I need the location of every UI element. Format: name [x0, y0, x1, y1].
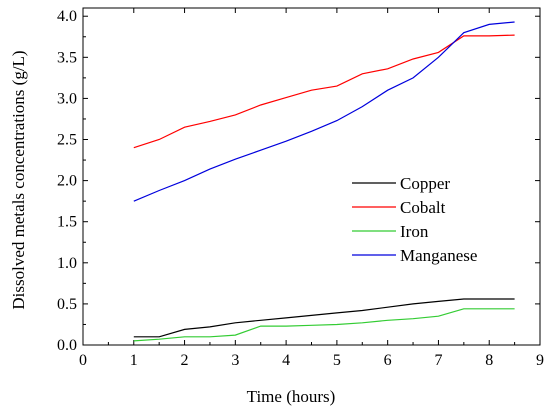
y-axis-title: Dissolved metals concentrations (g/L) [9, 50, 28, 309]
x-tick-label: 5 [333, 352, 341, 369]
plot-frame [82, 7, 541, 346]
x-tick-label: 2 [181, 352, 189, 369]
y-tick-label: 1.0 [57, 255, 77, 272]
legend-label-cobalt: Cobalt [400, 198, 446, 217]
y-tick-label: 0.5 [57, 296, 77, 313]
x-tick-label: 7 [434, 352, 442, 369]
y-tick-label: 1.5 [57, 214, 77, 231]
legend: Copper Cobalt Iron Manganese [352, 174, 477, 265]
x-tick-label: 1 [130, 352, 138, 369]
legend-label-copper: Copper [400, 174, 450, 193]
series-line-iron [133, 308, 515, 342]
x-tick-label: 8 [485, 352, 493, 369]
series-line-manganese [133, 21, 515, 202]
x-axis-title: Time (hours) [247, 387, 336, 406]
series-lines [133, 21, 515, 342]
series-line-copper [133, 298, 515, 338]
y-tick-label: 4.0 [57, 8, 77, 25]
x-tick-label: 4 [282, 352, 290, 369]
x-tick-label: 6 [384, 352, 392, 369]
y-tick-label: 3.0 [57, 90, 77, 107]
y-tick-label: 2.0 [57, 173, 77, 190]
series-line-cobalt [133, 34, 515, 149]
y-tick-label: 3.5 [57, 49, 77, 66]
x-tick-label: 3 [231, 352, 239, 369]
x-tick-label: 9 [536, 352, 544, 369]
legend-label-iron: Iron [400, 222, 429, 241]
y-tick-label: 0.0 [57, 337, 77, 354]
x-tick-label: 0 [79, 352, 87, 369]
y-tick-label: 2.5 [57, 132, 77, 149]
axes: 0 1 2 3 4 5 6 7 8 9 0.0 0.5 1.0 1.5 2.0 2.5 3.0 3.5 4.0 [57, 7, 544, 369]
legend-label-manganese: Manganese [400, 246, 477, 265]
